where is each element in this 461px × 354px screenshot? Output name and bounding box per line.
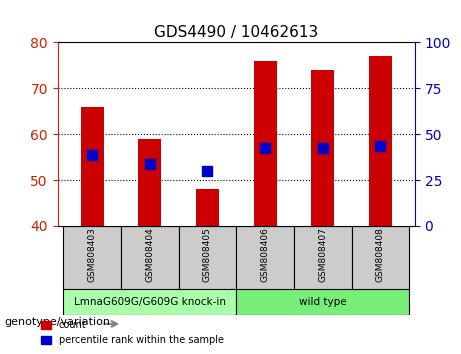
Point	[319, 145, 326, 151]
Text: genotype/variation: genotype/variation	[5, 317, 111, 327]
Point	[146, 161, 154, 167]
Bar	[81, 107, 104, 226]
FancyBboxPatch shape	[64, 289, 236, 315]
Bar	[196, 189, 219, 226]
FancyBboxPatch shape	[236, 289, 409, 315]
Text: wild type: wild type	[299, 297, 347, 307]
Legend: count, percentile rank within the sample: count, percentile rank within the sample	[37, 316, 227, 349]
FancyBboxPatch shape	[121, 226, 179, 289]
Point	[261, 145, 269, 151]
FancyBboxPatch shape	[236, 226, 294, 289]
Point	[89, 152, 96, 158]
Point	[204, 168, 211, 174]
Bar	[138, 139, 161, 226]
Bar	[254, 61, 277, 226]
Text: LmnaG609G/G609G knock-in: LmnaG609G/G609G knock-in	[74, 297, 226, 307]
FancyBboxPatch shape	[351, 226, 409, 289]
FancyBboxPatch shape	[294, 226, 351, 289]
FancyBboxPatch shape	[64, 226, 121, 289]
Text: GSM808404: GSM808404	[145, 227, 154, 282]
Text: GSM808408: GSM808408	[376, 227, 385, 282]
FancyBboxPatch shape	[179, 226, 236, 289]
Title: GDS4490 / 10462613: GDS4490 / 10462613	[154, 25, 319, 40]
Bar	[369, 56, 392, 226]
Text: GSM808405: GSM808405	[203, 227, 212, 282]
Text: GSM808403: GSM808403	[88, 227, 97, 282]
Bar	[311, 70, 334, 226]
Text: GSM808406: GSM808406	[260, 227, 270, 282]
Text: GSM808407: GSM808407	[318, 227, 327, 282]
Point	[377, 143, 384, 149]
